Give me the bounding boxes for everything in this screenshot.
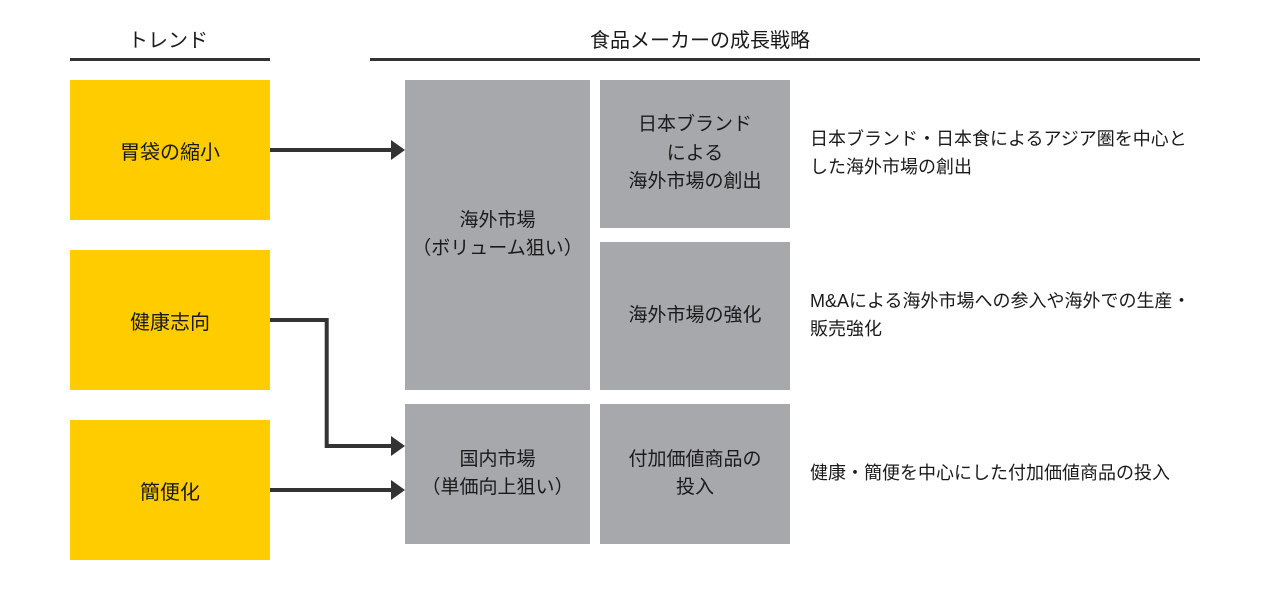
strategy-header-underline (370, 58, 1200, 61)
trend-label-2: 簡便化 (140, 476, 200, 505)
strategy-col2-2: 付加価値商品の投入 (600, 404, 790, 544)
strategy-col1-1: 国内市場（単価向上狙い） (405, 404, 590, 544)
strategy-col2-2-label: 付加価値商品の投入 (628, 446, 761, 503)
trend-label-1: 健康志向 (130, 306, 210, 335)
trend-box-1: 健康志向 (70, 250, 270, 390)
strategy-col2-0-label: 日本ブランドによる海外市場の創出 (628, 111, 761, 197)
description-2: 健康・簡便を中心にした付加価値商品の投入 (810, 460, 1195, 488)
description-0: 日本ブランド・日本食によるアジア圏を中心とした海外市場の創出 (810, 126, 1195, 182)
trend-header: トレンド (108, 24, 228, 53)
strategy-col1-0: 海外市場（ボリューム狙い） (405, 80, 590, 390)
strategy-col1-1-label: 国内市場（単価向上狙い） (421, 446, 573, 503)
strategy-col2-0: 日本ブランドによる海外市場の創出 (600, 80, 790, 228)
strategy-header: 食品メーカーの成長戦略 (570, 24, 830, 53)
strategy-col2-1-label: 海外市場の強化 (628, 302, 761, 331)
description-1: M&Aによる海外市場への参入や海外での生産・販売強化 (810, 288, 1195, 344)
strategy-col2-1: 海外市場の強化 (600, 242, 790, 390)
trend-box-2: 簡便化 (70, 420, 270, 560)
strategy-col1-0-label: 海外市場（ボリューム狙い） (412, 207, 582, 264)
trend-box-0: 胃袋の縮小 (70, 80, 270, 220)
trend-header-underline (70, 58, 270, 61)
trend-label-0: 胃袋の縮小 (120, 136, 220, 165)
